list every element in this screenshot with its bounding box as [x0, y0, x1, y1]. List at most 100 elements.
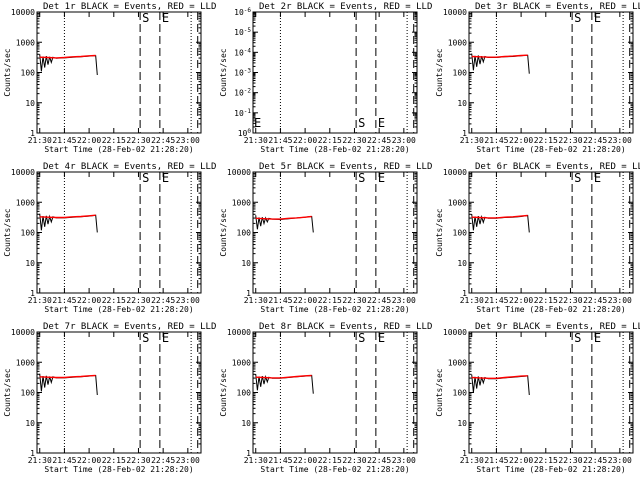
chart-panel-2: Det 2r BLACK = Events, RED = LLD 100 10-1 1…	[219, 2, 432, 154]
marker-label: S	[142, 171, 149, 185]
y-tick-label: 100	[237, 389, 252, 398]
marker-label: S	[358, 331, 365, 345]
x-tick-label: 23:00	[176, 136, 200, 145]
y-tick-label: 100	[21, 69, 36, 78]
x-tick-label: 22:15	[534, 136, 558, 145]
x-tick-label: 21:45	[268, 136, 292, 145]
series-line-lld	[471, 214, 528, 219]
x-axis-label: Start Time (28-Feb-02 21:28:20)	[476, 465, 625, 474]
y-tick-label: 10000	[443, 168, 467, 177]
x-tick-label: 22:00	[509, 296, 533, 305]
y-tick-label: 10	[457, 259, 467, 268]
chart-title: Det 1r BLACK = Events, RED = LLD	[43, 2, 216, 12]
y-axis-label: Counts/sec	[219, 48, 228, 96]
x-tick-label: 21:30	[28, 296, 52, 305]
x-tick-label: 22:00	[293, 296, 317, 305]
y-tick-label: 10	[25, 419, 35, 428]
y-tick-label: 1	[462, 129, 467, 138]
marker-label: S	[142, 331, 149, 345]
series-line-lld	[471, 54, 528, 58]
marker-label: S	[358, 116, 365, 130]
x-tick-label: 21:45	[484, 456, 508, 465]
x-tick-label: 23:00	[176, 296, 200, 305]
x-tick-label: 22:00	[77, 296, 101, 305]
x-tick-label: 22:15	[534, 296, 558, 305]
y-tick-label: 1000	[16, 198, 35, 207]
marker-label: E	[378, 331, 385, 345]
x-tick-label: 22:30	[342, 296, 366, 305]
series-line-lld	[39, 214, 96, 219]
marker-label: E	[378, 171, 385, 185]
y-axis-label: Counts/sec	[3, 48, 12, 96]
chart-title: Det 3r BLACK = Events, RED = LLD	[475, 2, 640, 12]
y-tick-label: 100	[21, 229, 36, 238]
marker-label: E	[378, 116, 385, 130]
marker-label: S	[574, 11, 581, 25]
marker-label: E	[254, 116, 261, 130]
x-tick-label: 22:15	[318, 136, 342, 145]
y-tick-label: 100	[453, 229, 468, 238]
x-tick-label: 23:00	[392, 136, 416, 145]
y-tick-label: 10	[457, 99, 467, 108]
plot-frame	[468, 171, 634, 294]
marker-label: E	[162, 171, 169, 185]
x-axis-label: Start Time (28-Feb-02 21:28:20)	[260, 145, 409, 154]
y-tick-label: 1000	[232, 198, 251, 207]
y-axis-label: Counts/sec	[219, 368, 228, 416]
chart-title: Det 2r BLACK = Events, RED = LLD	[259, 2, 432, 12]
plot-frame	[252, 11, 418, 134]
y-tick-label: 10	[241, 259, 251, 268]
y-axis-label: Counts/sec	[435, 48, 444, 96]
chart-panel-4: Det 4r BLACK = Events, RED = LLD 1 10 100 10…	[3, 162, 216, 314]
y-tick-label: 10	[457, 419, 467, 428]
chart-panel-5: Det 5r BLACK = Events, RED = LLD 1 10 100 10…	[219, 162, 432, 314]
x-tick-label: 22:30	[342, 456, 366, 465]
x-tick-label: 23:00	[608, 296, 632, 305]
y-tick-label: 1000	[448, 358, 467, 367]
x-tick-label: 22:30	[558, 296, 582, 305]
x-tick-label: 23:00	[608, 136, 632, 145]
chart-panel-9: Det 9r BLACK = Events, RED = LLD 1 10 100 10…	[435, 322, 640, 474]
chart-title: Det 5r BLACK = Events, RED = LLD	[259, 162, 432, 172]
x-tick-label: 22:45	[151, 296, 175, 305]
series-line-lld	[255, 215, 312, 220]
y-tick-label: 10-2	[234, 88, 251, 98]
chart-title: Det 6r BLACK = Events, RED = LLD	[475, 162, 640, 172]
plot-frame	[468, 331, 634, 454]
chart-title: Det 8r BLACK = Events, RED = LLD	[259, 322, 432, 332]
chart-title: Det 9r BLACK = Events, RED = LLD	[475, 322, 640, 332]
x-tick-label: 22:30	[558, 136, 582, 145]
y-tick-label: 10-1	[234, 108, 251, 118]
y-tick-label: 10-4	[234, 47, 251, 57]
x-tick-label: 21:30	[244, 456, 268, 465]
y-tick-label: 1	[462, 289, 467, 298]
marker-label: E	[594, 331, 601, 345]
y-axis-label: Counts/sec	[219, 208, 228, 256]
y-axis-label: Counts/sec	[3, 368, 12, 416]
x-axis-label: Start Time (28-Feb-02 21:28:20)	[44, 145, 193, 154]
y-tick-label: 10-6	[234, 7, 251, 17]
x-tick-label: 22:45	[583, 136, 607, 145]
x-tick-label: 21:45	[268, 296, 292, 305]
y-axis-label: Counts/sec	[3, 208, 12, 256]
y-tick-label: 1	[30, 129, 35, 138]
x-axis-label: Start Time (28-Feb-02 21:28:20)	[476, 145, 625, 154]
y-tick-label: 1	[462, 449, 467, 458]
y-tick-label: 10	[25, 259, 35, 268]
y-tick-label: 10000	[227, 168, 251, 177]
x-tick-label: 22:00	[77, 136, 101, 145]
y-tick-label: 1	[30, 449, 35, 458]
y-tick-label: 10000	[11, 168, 35, 177]
y-axis-label: Counts/sec	[435, 208, 444, 256]
x-tick-label: 22:00	[509, 456, 533, 465]
x-tick-label: 21:45	[484, 296, 508, 305]
series-line-lld	[39, 374, 96, 379]
chart-panel-8: Det 8r BLACK = Events, RED = LLD 1 10 100 10…	[219, 322, 432, 474]
chart-panel-1: Det 1r BLACK = Events, RED = LLD 1 10 100 10…	[3, 2, 216, 154]
x-tick-label: 22:45	[583, 296, 607, 305]
y-tick-label: 10000	[11, 8, 35, 17]
marker-label: S	[142, 11, 149, 25]
y-tick-label: 10000	[11, 328, 35, 337]
